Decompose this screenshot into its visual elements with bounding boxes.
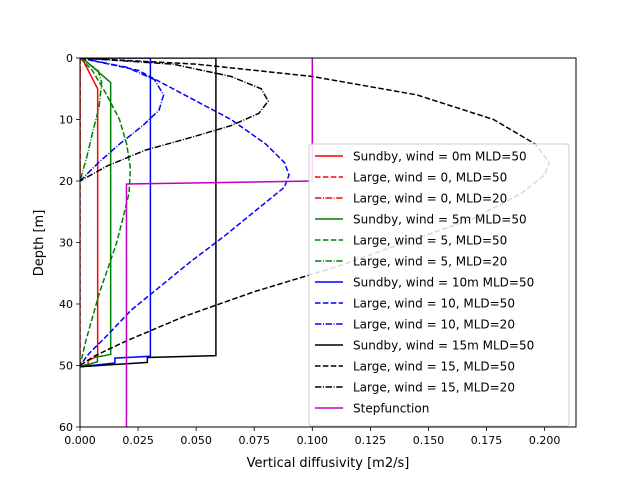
x-tick-label: 0.075 <box>238 434 270 447</box>
legend-label: Sundby, wind = 15m MLD=50 <box>353 339 534 353</box>
legend-label: Sundby, wind = 0m MLD=50 <box>353 150 527 164</box>
series-line-8 <box>80 58 165 182</box>
legend-label: Large, wind = 10, MLD=20 <box>353 318 515 332</box>
x-tick-label: 0.050 <box>180 434 212 447</box>
x-tick-label: 0.100 <box>297 434 329 447</box>
legend-label: Large, wind = 10, MLD=50 <box>353 297 515 311</box>
legend: Sundby, wind = 0m MLD=50 Large, wind = 0,… <box>308 143 570 427</box>
x-tick-label: 0.175 <box>471 434 503 447</box>
y-tick-label: 50 <box>59 360 73 373</box>
x-tick-label: 0.125 <box>355 434 387 447</box>
y-axis-label: Depth [m] <box>32 210 47 277</box>
series-line-5 <box>80 58 103 182</box>
legend-label: Large, wind = 0, MLD=20 <box>353 192 507 206</box>
y-tick-label: 30 <box>59 237 73 250</box>
series-line-12 <box>125 58 314 427</box>
y-tick-label: 0 <box>66 52 73 65</box>
series-line-9 <box>80 58 217 368</box>
legend-label: Sundby, wind = 10m MLD=50 <box>353 276 534 290</box>
x-tick-label: 0.200 <box>529 434 561 447</box>
x-axis-label: Vertical diffusivity [m2/s] <box>247 456 410 471</box>
legend-label: Sundby, wind = 5m MLD=50 <box>353 213 527 227</box>
series-line-3 <box>80 58 112 368</box>
y-tick-label: 10 <box>59 114 73 127</box>
y-tick-label: 40 <box>59 298 73 311</box>
legend-label: Large, wind = 15, MLD=20 <box>353 381 515 395</box>
legend-label: Stepfunction <box>353 402 429 416</box>
x-tick-label: 0.000 <box>64 434 96 447</box>
x-tick-label: 0.025 <box>122 434 154 447</box>
series-line-6 <box>80 58 152 368</box>
legend-label: Large, wind = 0, MLD=50 <box>353 171 507 185</box>
y-tick-label: 20 <box>59 175 73 188</box>
series-line-7 <box>80 58 290 366</box>
legend-label: Large, wind = 15, MLD=50 <box>353 360 515 374</box>
x-tick-label: 0.150 <box>413 434 445 447</box>
legend-label: Large, wind = 5, MLD=50 <box>353 234 507 248</box>
legend-label: Large, wind = 5, MLD=20 <box>353 255 507 269</box>
y-tick-label: 60 <box>59 421 73 434</box>
legend-box <box>308 143 570 427</box>
series-line-11 <box>80 58 270 182</box>
